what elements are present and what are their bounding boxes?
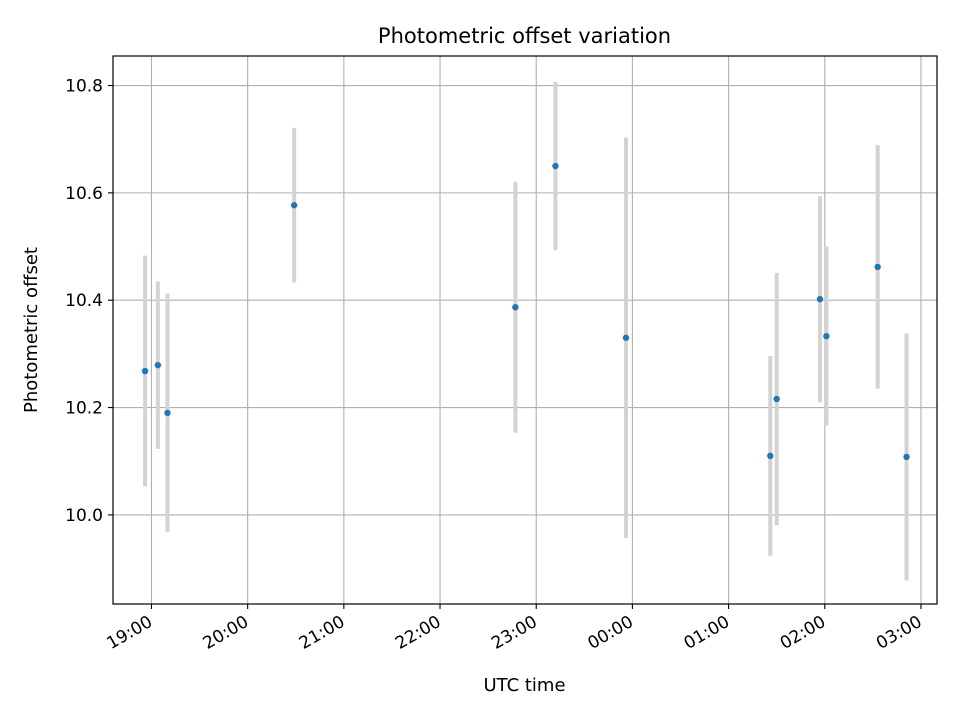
data-point (816, 295, 824, 303)
x-tick-label: 03:00 (873, 612, 925, 654)
data-point (141, 367, 149, 375)
data-point (512, 303, 519, 311)
y-tick-label: 10.6 (65, 184, 103, 204)
y-axis: 10.0 10.2 10.4 10.6 10.8 (65, 77, 113, 526)
plot-frame (112, 55, 938, 605)
data-point (290, 202, 298, 209)
x-tick-label: 19:00 (104, 612, 156, 654)
data-point (622, 334, 630, 341)
data-point (164, 409, 171, 417)
data-point (552, 162, 559, 170)
x-axis: 19:00 20:00 21:00 22:00 23:00 00:00 01:00 02:00… (104, 604, 925, 654)
data-point (773, 395, 780, 403)
chart-title: Photometric offset variation (378, 24, 671, 48)
data-point (767, 452, 774, 460)
error-bars (143, 81, 909, 581)
x-tick-label: 22:00 (392, 612, 444, 654)
x-axis-title: UTC time (483, 675, 565, 696)
data-point (874, 263, 881, 271)
grid (113, 56, 937, 604)
x-tick-label: 23:00 (488, 612, 540, 654)
data-point (823, 332, 830, 340)
data-points (141, 162, 910, 461)
x-tick-label: 21:00 (296, 612, 348, 654)
y-tick-label: 10.0 (65, 506, 103, 526)
data-point (154, 361, 162, 369)
y-tick-label: 10.8 (65, 77, 103, 97)
y-tick-label: 10.4 (65, 291, 103, 311)
x-tick-label: 02:00 (777, 612, 829, 654)
y-tick-label: 10.2 (65, 399, 103, 419)
x-tick-label: 20:00 (200, 612, 252, 654)
x-tick-label: 01:00 (681, 612, 733, 654)
x-tick-label: 00:00 (584, 612, 636, 654)
data-point (903, 453, 910, 461)
y-axis-title: Photometric offset (21, 247, 42, 413)
